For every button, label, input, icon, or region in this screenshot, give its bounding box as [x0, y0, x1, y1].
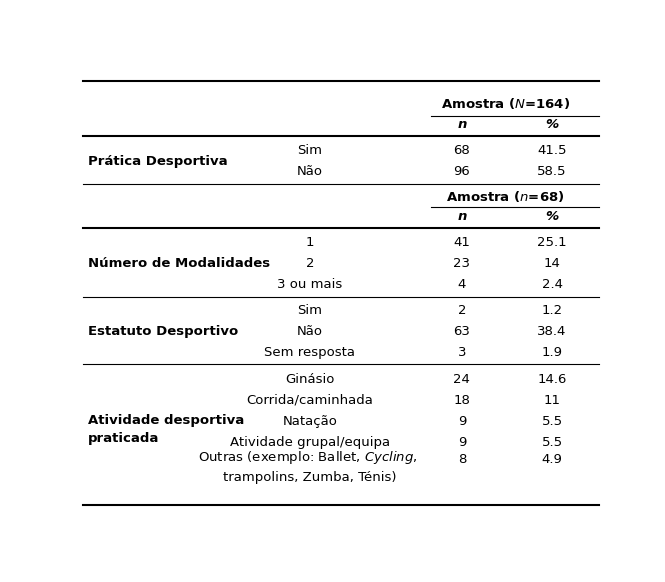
Text: Outras (exemplo: Ballet, ⁠$\mathit{Cycling}$,: Outras (exemplo: Ballet, ⁠$\mathit{Cycli…	[198, 449, 417, 466]
Text: 3: 3	[458, 346, 466, 359]
Text: 1: 1	[306, 236, 314, 249]
Text: $\bfit{\%}$: $\bfit{\%}$	[545, 118, 559, 131]
Text: 41.5: 41.5	[537, 144, 567, 157]
Text: Não: Não	[297, 325, 323, 338]
Text: 1.9: 1.9	[541, 346, 563, 359]
Text: Sim: Sim	[297, 144, 323, 157]
Text: 63: 63	[454, 325, 470, 338]
Text: 9: 9	[458, 415, 466, 428]
Text: 2: 2	[458, 304, 466, 317]
Text: 23: 23	[454, 257, 470, 270]
Text: Amostra ($\mathit{n}$=68): Amostra ($\mathit{n}$=68)	[446, 189, 565, 204]
Text: Amostra (⁠$\mathit{N}$=164): Amostra (⁠$\mathit{N}$=164)	[441, 96, 571, 111]
Text: 8: 8	[458, 453, 466, 466]
Text: Natação: Natação	[283, 415, 337, 428]
Text: 41: 41	[454, 236, 470, 249]
Text: 9: 9	[458, 436, 466, 449]
Text: 14.6: 14.6	[537, 372, 567, 385]
Text: 5.5: 5.5	[541, 436, 563, 449]
Text: Prática Desportiva: Prática Desportiva	[88, 155, 228, 168]
Text: 68: 68	[454, 144, 470, 157]
Text: 2: 2	[306, 257, 314, 270]
Text: 2.4: 2.4	[541, 278, 563, 291]
Text: 4.9: 4.9	[542, 453, 563, 466]
Text: Atividade desportiva
praticada: Atividade desportiva praticada	[88, 414, 245, 445]
Text: 1.2: 1.2	[541, 304, 563, 317]
Text: 14: 14	[544, 257, 561, 270]
Text: 24: 24	[454, 372, 470, 385]
Text: 18: 18	[454, 393, 470, 407]
Text: 96: 96	[454, 165, 470, 178]
Text: Número de Modalidades: Número de Modalidades	[88, 257, 271, 270]
Text: $\bfit{n}$: $\bfit{n}$	[457, 118, 467, 131]
Text: Sim: Sim	[297, 304, 323, 317]
Text: Atividade grupal/equipa: Atividade grupal/equipa	[230, 436, 390, 449]
Text: 25.1: 25.1	[537, 236, 567, 249]
Text: $\bfit{n}$: $\bfit{n}$	[457, 210, 467, 223]
Text: Estatuto Desportivo: Estatuto Desportivo	[88, 325, 239, 338]
Text: trampolins, Zumba, Ténis): trampolins, Zumba, Ténis)	[223, 471, 396, 484]
Text: Não: Não	[297, 165, 323, 178]
Text: $\bfit{\%}$: $\bfit{\%}$	[545, 210, 559, 223]
Text: 4: 4	[458, 278, 466, 291]
Text: Corrida/caminhada: Corrida/caminhada	[247, 393, 373, 407]
Text: 11: 11	[543, 393, 561, 407]
Text: 58.5: 58.5	[537, 165, 567, 178]
Text: 3 ou mais: 3 ou mais	[277, 278, 342, 291]
Text: 38.4: 38.4	[537, 325, 567, 338]
Text: 5.5: 5.5	[541, 415, 563, 428]
Text: Ginásio: Ginásio	[285, 372, 334, 385]
Text: Sem resposta: Sem resposta	[265, 346, 355, 359]
